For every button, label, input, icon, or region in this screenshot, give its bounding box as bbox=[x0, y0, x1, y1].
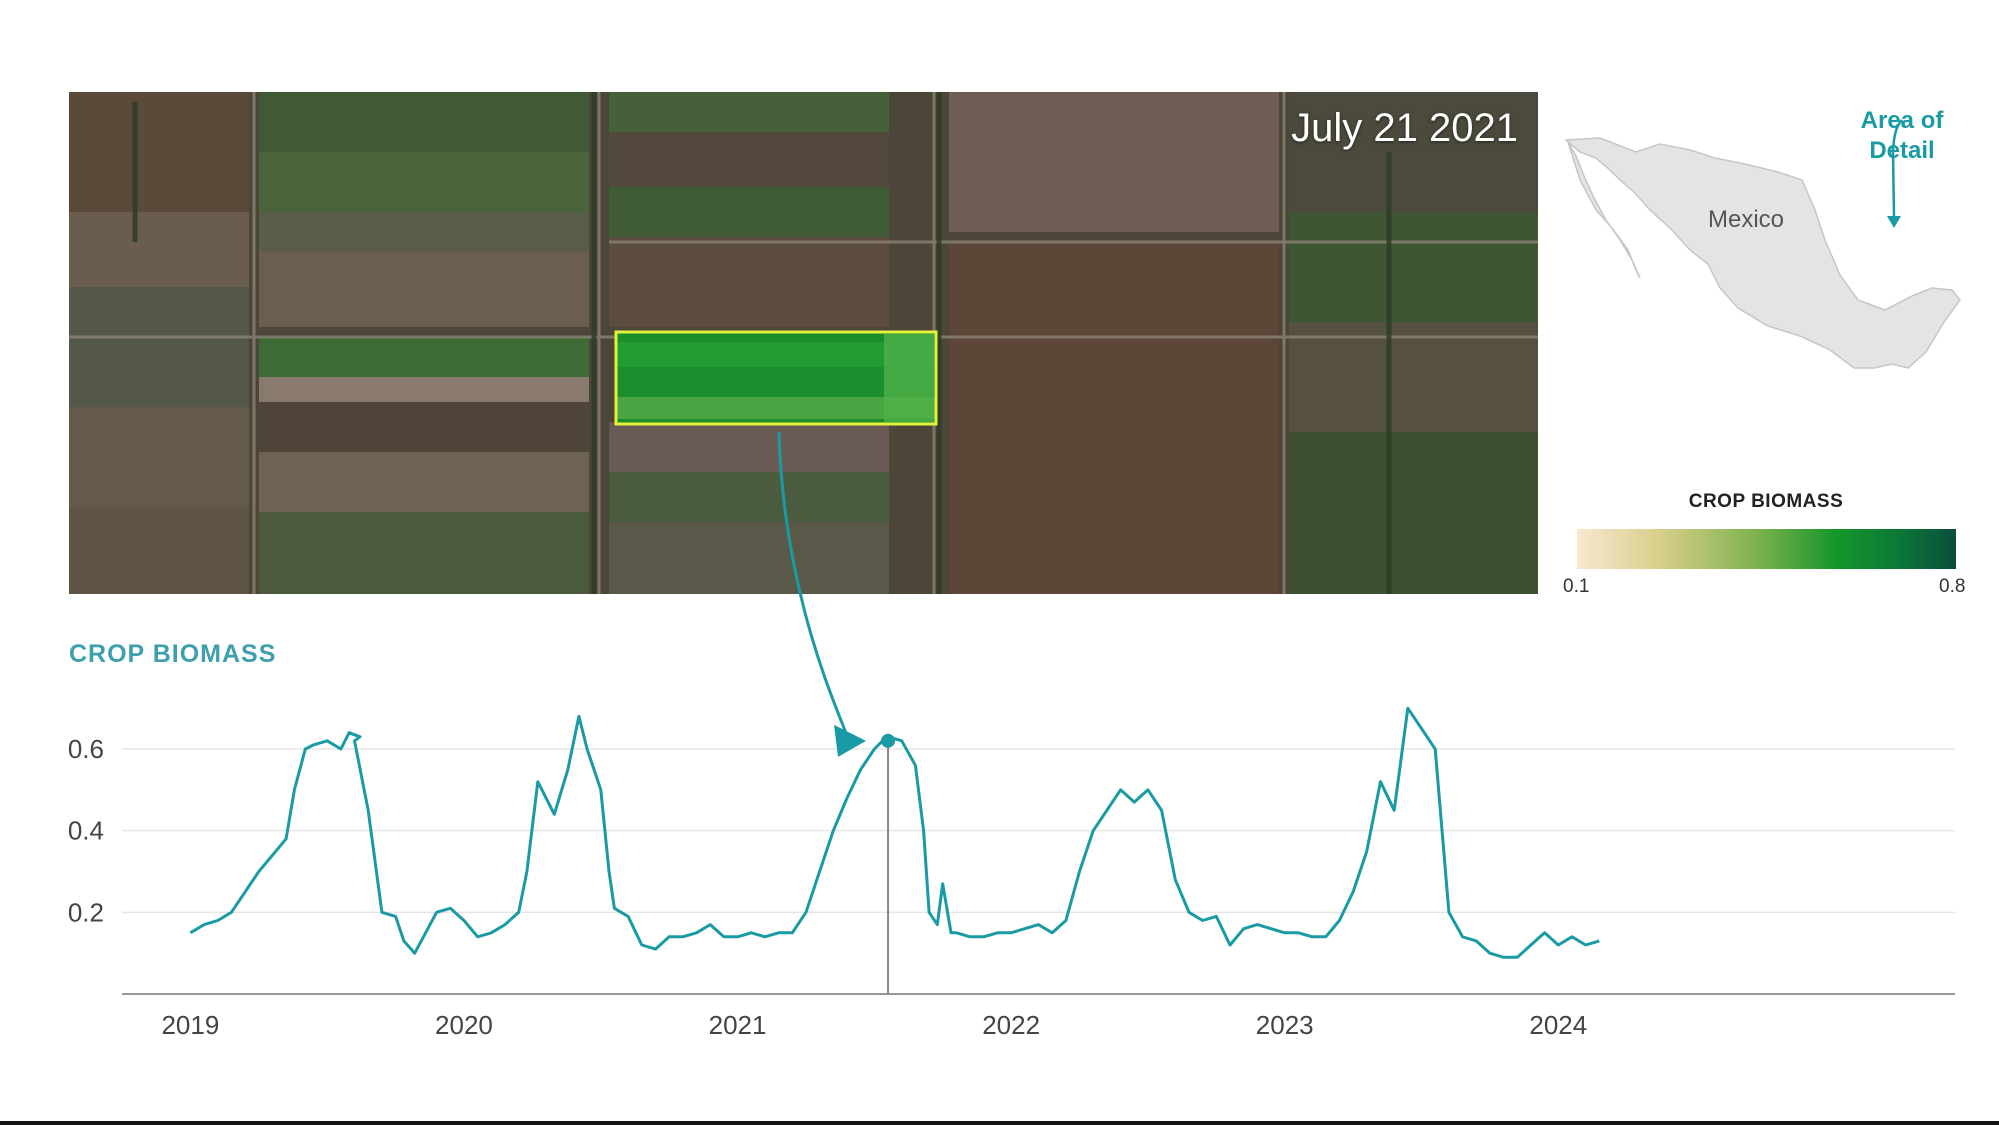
y-tick-label: 0.6 bbox=[68, 734, 104, 764]
x-tick-label: 2021 bbox=[709, 1010, 767, 1040]
locator-map: Mexico Area of Detail bbox=[1540, 100, 1999, 400]
y-tick-label: 0.4 bbox=[68, 816, 104, 846]
connector-arrow-line bbox=[777, 431, 850, 742]
x-tick-label: 2022 bbox=[982, 1010, 1040, 1040]
chart-title: CROP BIOMASS bbox=[69, 640, 277, 668]
x-tick-label: 2023 bbox=[1256, 1010, 1314, 1040]
satellite-image: July 21 2021 bbox=[69, 92, 1538, 594]
y-tick-label: 0.2 bbox=[68, 897, 104, 927]
satellite-fields bbox=[69, 92, 1538, 594]
mexico-map-shape bbox=[1564, 119, 1961, 369]
image-date-label: July 21 2021 bbox=[1291, 106, 1518, 150]
country-label: Mexico bbox=[1708, 206, 1785, 233]
connector-arrow-head bbox=[834, 724, 867, 757]
x-tick-label: 2024 bbox=[1529, 1010, 1587, 1040]
legend-min-label: 0.1 bbox=[1563, 576, 1590, 597]
area-of-detail-label: Area of Detail bbox=[1842, 106, 1962, 166]
x-tick-label: 2020 bbox=[435, 1010, 493, 1040]
legend-color-bar bbox=[1577, 529, 1956, 569]
area-label-line2: Detail bbox=[1869, 137, 1935, 164]
highlight-point bbox=[881, 733, 896, 748]
area-label-line1: Area of bbox=[1860, 107, 1944, 134]
legend-max-label: 0.8 bbox=[1939, 576, 1966, 597]
x-tick-label: 2019 bbox=[161, 1010, 219, 1040]
legend-title: CROP BIOMASS bbox=[1688, 491, 1844, 512]
bottom-border bbox=[0, 1121, 1999, 1125]
biomass-series-line bbox=[189, 706, 1600, 959]
